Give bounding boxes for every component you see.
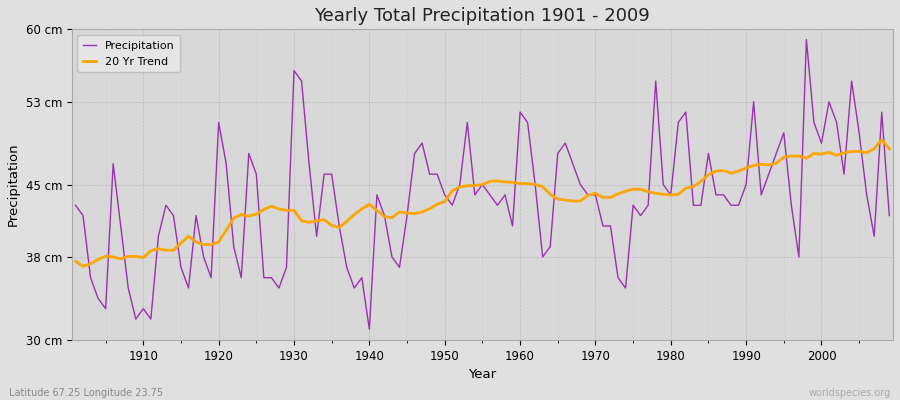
20 Yr Trend xyxy=(613,192,624,196)
Precipitation xyxy=(613,275,624,280)
Precipitation xyxy=(341,265,352,270)
Precipitation xyxy=(515,110,526,114)
Precipitation xyxy=(522,120,533,125)
Precipitation xyxy=(801,37,812,42)
20 Yr Trend xyxy=(515,181,526,186)
Precipitation xyxy=(70,203,81,208)
X-axis label: Year: Year xyxy=(468,368,497,381)
20 Yr Trend xyxy=(884,146,895,151)
20 Yr Trend xyxy=(349,212,360,217)
Line: Precipitation: Precipitation xyxy=(76,40,889,330)
20 Yr Trend xyxy=(303,220,314,225)
Precipitation xyxy=(884,213,895,218)
20 Yr Trend xyxy=(70,259,81,264)
Text: worldspecies.org: worldspecies.org xyxy=(809,388,891,398)
20 Yr Trend xyxy=(138,255,148,260)
Text: Latitude 67.25 Longitude 23.75: Latitude 67.25 Longitude 23.75 xyxy=(9,388,163,398)
Legend: Precipitation, 20 Yr Trend: Precipitation, 20 Yr Trend xyxy=(77,35,180,72)
Y-axis label: Precipitation: Precipitation xyxy=(7,143,20,226)
Line: 20 Yr Trend: 20 Yr Trend xyxy=(76,140,889,266)
Title: Yearly Total Precipitation 1901 - 2009: Yearly Total Precipitation 1901 - 2009 xyxy=(314,7,651,25)
20 Yr Trend xyxy=(522,181,533,186)
Precipitation xyxy=(364,327,374,332)
Precipitation xyxy=(130,317,141,322)
20 Yr Trend xyxy=(77,264,88,269)
Precipitation xyxy=(296,79,307,84)
20 Yr Trend xyxy=(877,137,887,142)
